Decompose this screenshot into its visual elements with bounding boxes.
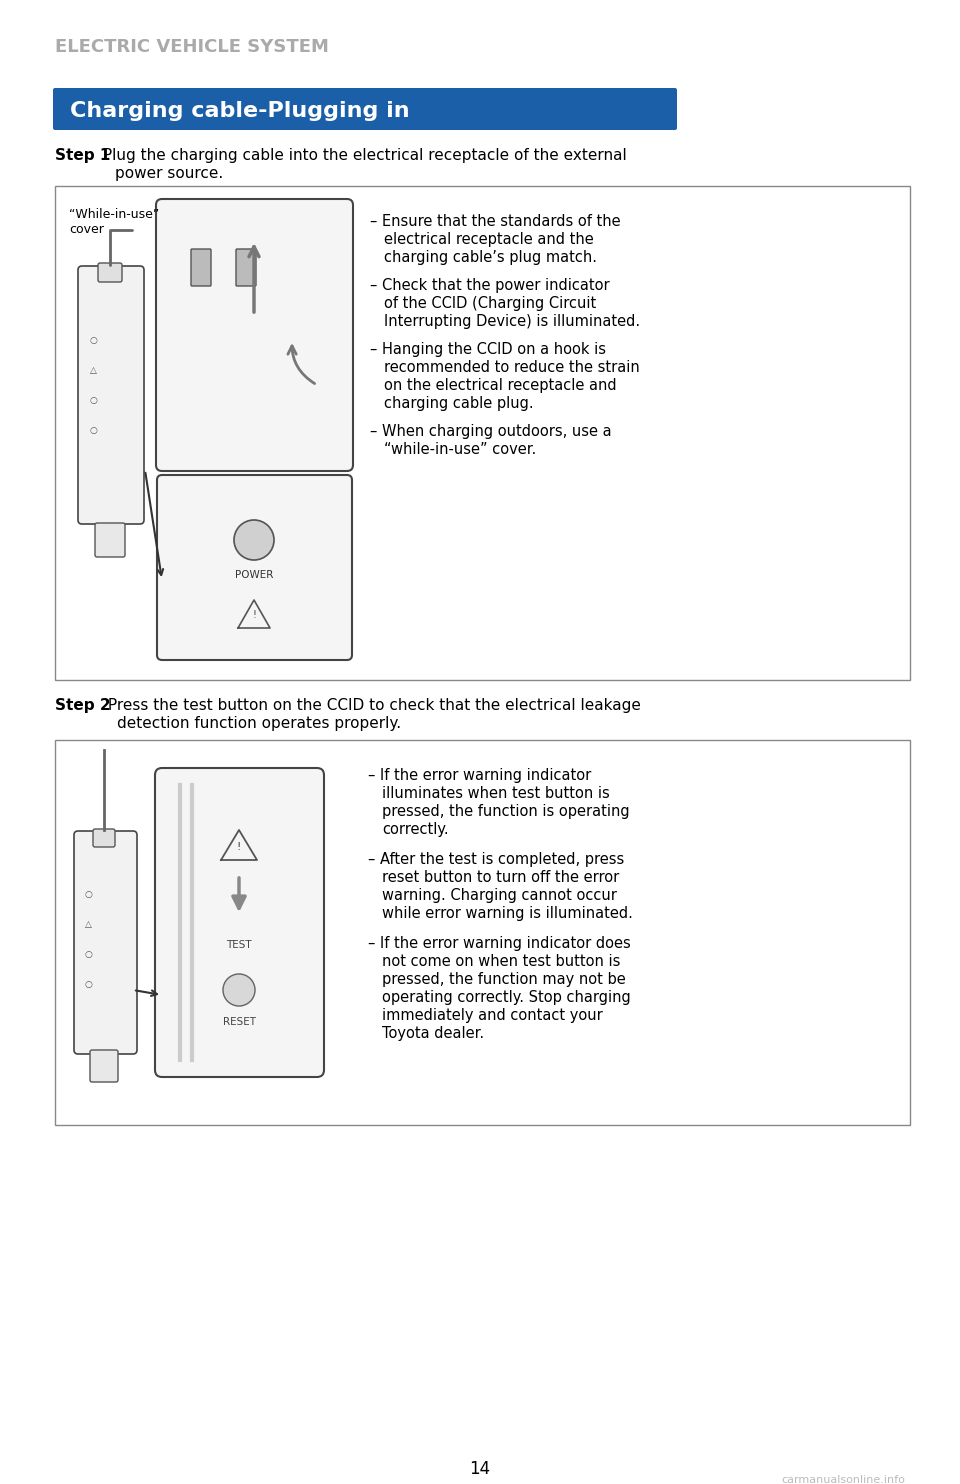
Text: pressed, the function may not be: pressed, the function may not be [382,972,626,987]
Text: operating correctly. Stop charging: operating correctly. Stop charging [382,990,631,1005]
Text: 14: 14 [469,1460,491,1478]
Text: electrical receptacle and the: electrical receptacle and the [384,232,593,246]
Text: – After the test is completed, press: – After the test is completed, press [368,852,624,867]
Text: Plug the charging cable into the electrical receptacle of the external: Plug the charging cable into the electri… [98,148,627,163]
Text: pressed, the function is operating: pressed, the function is operating [382,804,630,819]
FancyBboxPatch shape [90,1051,118,1082]
Text: Step 2: Step 2 [55,697,110,712]
Text: “While-in-use”
cover: “While-in-use” cover [69,208,159,236]
Text: – If the error warning indicator does: – If the error warning indicator does [368,936,631,951]
Text: carmanualsonline.info: carmanualsonline.info [781,1475,905,1484]
FancyBboxPatch shape [53,88,677,131]
Text: ○: ○ [84,981,92,990]
Text: – Ensure that the standards of the: – Ensure that the standards of the [370,214,620,229]
Text: ○: ○ [89,335,97,344]
Text: immediately and contact your: immediately and contact your [382,1008,603,1022]
Text: ○: ○ [89,396,97,405]
Text: “while-in-use” cover.: “while-in-use” cover. [384,442,537,457]
Text: – Hanging the CCID on a hook is: – Hanging the CCID on a hook is [370,341,606,358]
FancyBboxPatch shape [78,266,144,524]
Text: TEST: TEST [227,939,252,950]
Text: ○: ○ [84,890,92,899]
Text: ○: ○ [89,426,97,435]
Text: Interrupting Device) is illuminated.: Interrupting Device) is illuminated. [384,315,640,329]
Text: charging cable plug.: charging cable plug. [384,396,534,411]
Text: correctly.: correctly. [382,822,448,837]
FancyBboxPatch shape [191,249,211,286]
Text: Charging cable-Plugging in: Charging cable-Plugging in [70,101,410,122]
Text: !: ! [252,610,256,620]
Circle shape [223,974,255,1006]
Text: ELECTRIC VEHICLE SYSTEM: ELECTRIC VEHICLE SYSTEM [55,39,329,56]
Text: charging cable’s plug match.: charging cable’s plug match. [384,249,597,266]
Text: recommended to reduce the strain: recommended to reduce the strain [384,361,639,375]
FancyBboxPatch shape [98,263,122,282]
Text: not come on when test button is: not come on when test button is [382,954,620,969]
Text: Toyota dealer.: Toyota dealer. [382,1025,484,1040]
Text: ○: ○ [84,950,92,960]
FancyBboxPatch shape [236,249,256,286]
Text: detection function operates properly.: detection function operates properly. [117,715,401,732]
Text: POWER: POWER [235,570,274,580]
Text: power source.: power source. [115,166,224,181]
Text: reset button to turn off the error: reset button to turn off the error [382,870,619,884]
Text: Step 1: Step 1 [55,148,110,163]
Text: – When charging outdoors, use a: – When charging outdoors, use a [370,424,612,439]
Text: RESET: RESET [223,1017,255,1027]
Circle shape [234,519,274,559]
FancyBboxPatch shape [155,769,324,1077]
Text: while error warning is illuminated.: while error warning is illuminated. [382,907,633,922]
Text: Press the test button on the CCID to check that the electrical leakage: Press the test button on the CCID to che… [103,697,641,712]
FancyBboxPatch shape [74,831,137,1054]
FancyBboxPatch shape [55,186,910,680]
Text: of the CCID (Charging Circuit: of the CCID (Charging Circuit [384,295,596,312]
FancyBboxPatch shape [93,830,115,847]
FancyBboxPatch shape [157,475,352,660]
FancyBboxPatch shape [156,199,353,470]
Text: △: △ [89,365,96,374]
Text: △: △ [84,920,91,929]
FancyBboxPatch shape [95,522,125,556]
Text: illuminates when test button is: illuminates when test button is [382,787,610,801]
Text: – Check that the power indicator: – Check that the power indicator [370,278,610,292]
Text: on the electrical receptacle and: on the electrical receptacle and [384,378,616,393]
Text: warning. Charging cannot occur: warning. Charging cannot occur [382,887,617,902]
Text: !: ! [237,841,241,852]
Text: – If the error warning indicator: – If the error warning indicator [368,769,591,784]
FancyBboxPatch shape [55,741,910,1125]
